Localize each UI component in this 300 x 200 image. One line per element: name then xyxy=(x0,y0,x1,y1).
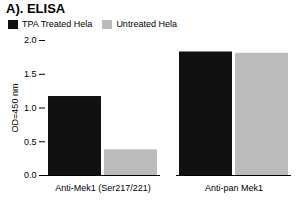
html-text:Untreated Hela: Untreated Hela xyxy=(116,19,177,29)
svg-text:2.0: 2.0 xyxy=(24,35,37,45)
svg-text:Anti-Mek1 (Ser217/221): Anti-Mek1 (Ser217/221) xyxy=(55,183,151,193)
svg-text:0.5: 0.5 xyxy=(24,137,37,147)
svg-text:Anti-pan Mek1: Anti-pan Mek1 xyxy=(205,183,263,193)
html-text:TPA Treated Hela: TPA Treated Hela xyxy=(22,19,93,29)
svg-text:OD=450 nm: OD=450 nm xyxy=(10,84,20,133)
html-text:A). ELISA: A). ELISA xyxy=(6,1,66,16)
svg-text:1.5: 1.5 xyxy=(24,69,37,79)
svg-text:0.0: 0.0 xyxy=(24,170,37,180)
svg-text:1.0: 1.0 xyxy=(24,103,37,113)
